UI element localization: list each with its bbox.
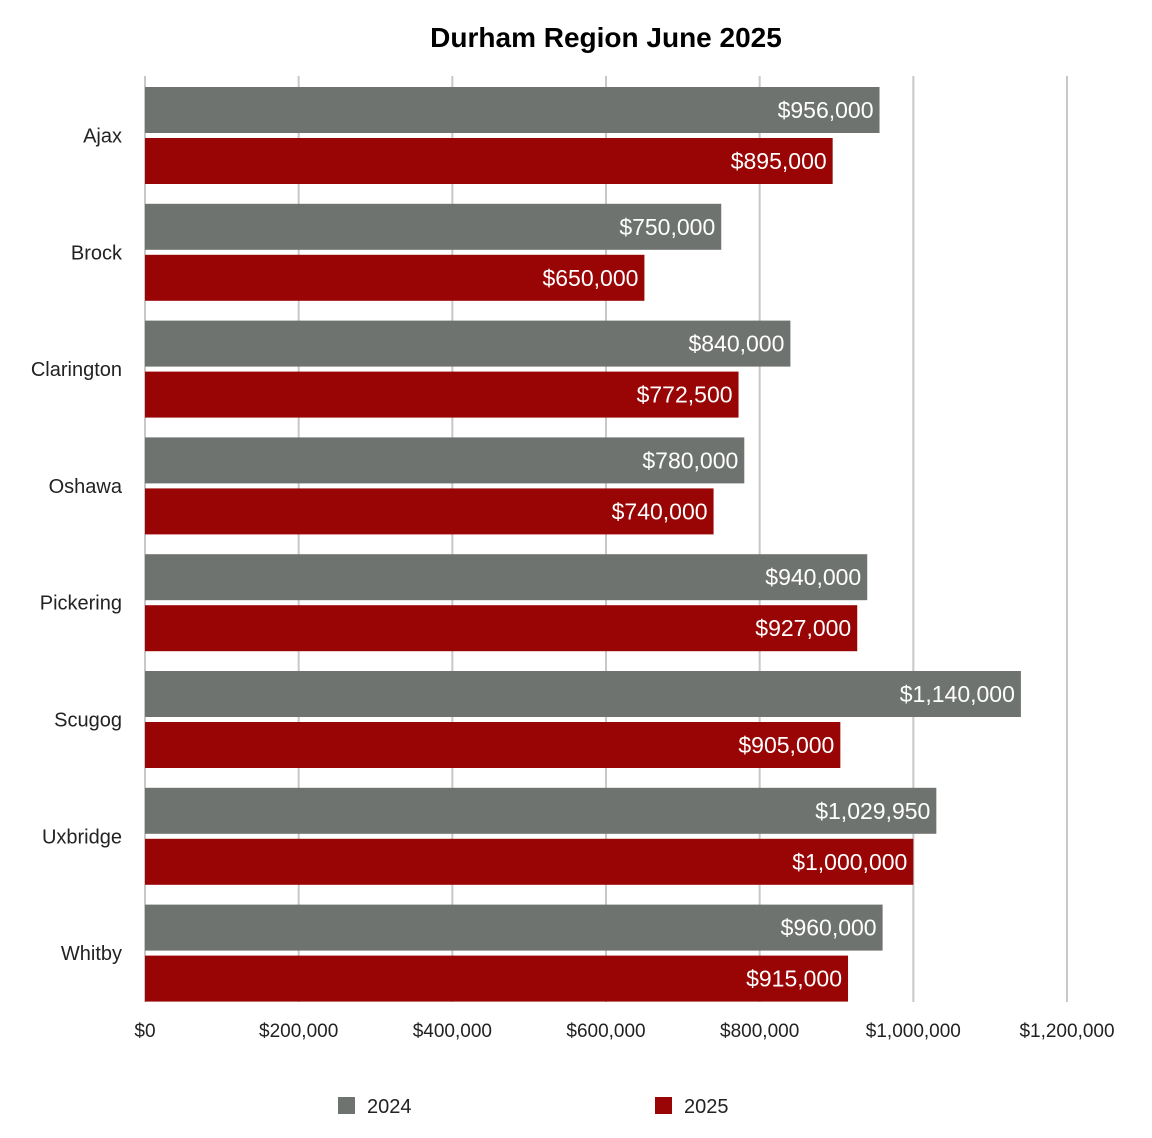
data-label: $1,000,000 [792, 849, 907, 875]
bars: $956,000 $895,000 $750,000 $650,000 $840,000… [145, 87, 1021, 1002]
legend-swatch-2024 [338, 1097, 355, 1114]
data-label: $940,000 [765, 564, 861, 590]
data-label: $750,000 [619, 214, 715, 240]
bar-2025-oshawa [145, 488, 714, 535]
data-label: $905,000 [738, 732, 834, 758]
chart-title: Durham Region June 2025 [430, 22, 782, 53]
legend-label-2024: 2024 [367, 1096, 412, 1118]
data-label: $650,000 [542, 265, 638, 291]
category-label: Uxbridge [42, 826, 122, 848]
x-tick-label: $200,000 [259, 1021, 338, 1042]
data-label: $895,000 [731, 148, 827, 174]
bar-2024-oshawa [145, 437, 745, 484]
category-label: Scugog [54, 710, 122, 732]
bar-2024-uxbridge [145, 787, 937, 834]
bar-2024-scugog [145, 671, 1021, 717]
data-label: $915,000 [746, 966, 842, 992]
bar-2025-scugog [145, 722, 841, 768]
bar-2025-whitby [145, 955, 849, 1002]
category-label: Clarington [31, 359, 122, 381]
category-label: Pickering [40, 593, 122, 615]
data-label: $840,000 [688, 331, 784, 357]
x-tick-label: $400,000 [413, 1021, 492, 1042]
data-label: $956,000 [778, 97, 874, 123]
bar-2025-brock [145, 254, 645, 301]
legend: 2024 2025 [338, 1096, 729, 1118]
bar-2025-clarington [145, 371, 739, 418]
legend-label-2025: 2025 [684, 1096, 729, 1118]
category-label: Whitby [61, 943, 122, 965]
data-label: $927,000 [755, 615, 851, 641]
data-label: $780,000 [642, 447, 738, 473]
data-label: $960,000 [781, 915, 877, 941]
bar-2024-brock [145, 203, 722, 250]
data-label: $1,029,950 [815, 798, 930, 824]
category-label: Brock [71, 242, 123, 264]
x-axis-tick-labels: $0 $200,000 $400,000 $600,000 $800,000 $1,000… [134, 1021, 1114, 1042]
bar-2024-whitby [145, 904, 883, 951]
bar-2024-clarington [145, 320, 791, 367]
x-tick-label: $1,200,000 [1019, 1021, 1114, 1042]
bar-2025-ajax [145, 138, 833, 184]
x-tick-label: $1,000,000 [866, 1021, 961, 1042]
data-label: $772,500 [637, 382, 733, 408]
category-label: Oshawa [49, 476, 123, 498]
legend-swatch-2025 [655, 1097, 672, 1114]
bar-2024-ajax [145, 87, 880, 133]
x-tick-label: $800,000 [720, 1021, 799, 1042]
bar-2024-pickering [145, 554, 868, 601]
x-tick-label: $0 [134, 1021, 155, 1042]
data-label: $740,000 [612, 498, 708, 524]
category-labels: Ajax Brock Clarington Oshawa Pickering Scugog… [31, 126, 123, 966]
category-label: Ajax [83, 126, 122, 148]
data-label: $1,140,000 [900, 681, 1015, 707]
x-tick-label: $600,000 [566, 1021, 645, 1042]
bar-2025-uxbridge [145, 838, 914, 885]
bar-2025-pickering [145, 605, 858, 652]
